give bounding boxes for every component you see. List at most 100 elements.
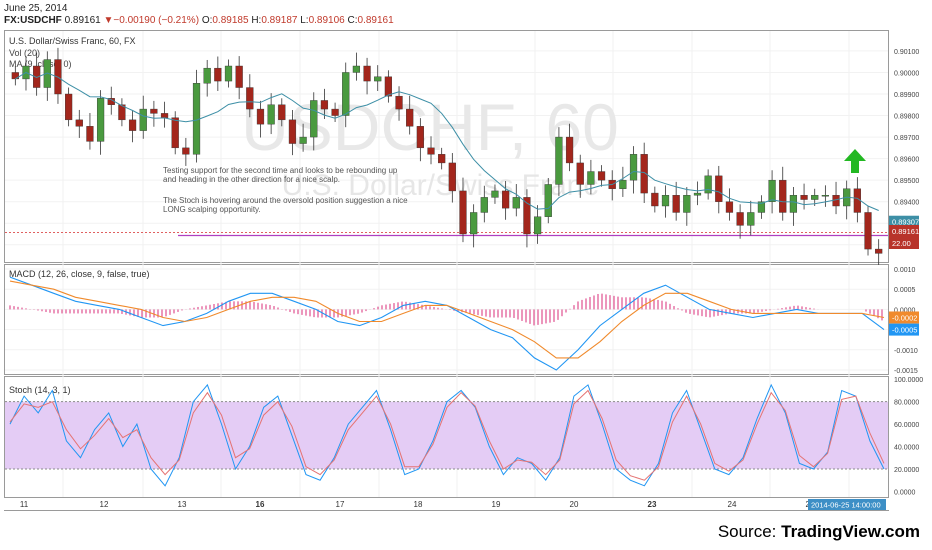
- candle-body: [651, 192, 659, 207]
- ma-label: MA (9, close, 0): [9, 59, 72, 69]
- candle-body: [661, 195, 670, 207]
- time-axis-label: 12: [100, 500, 109, 509]
- candle-body: [406, 108, 414, 127]
- candle-body: [33, 65, 41, 88]
- time-cursor-bg: [808, 499, 886, 510]
- candle-body: [821, 195, 829, 197]
- candle-body: [224, 65, 233, 82]
- candle-body: [416, 126, 424, 149]
- candle-body: [683, 195, 691, 213]
- time-axis-label: 20: [570, 500, 579, 509]
- note-1-line-2: and heading in the other direction for a…: [163, 175, 340, 184]
- candle-body: [480, 197, 488, 213]
- price-pane-title: U.S. Dollar/Swiss Franc, 60, FX: [9, 36, 136, 46]
- candle-body: [757, 201, 766, 213]
- note-2-line-2: LONG scalping opportunity.: [163, 205, 261, 214]
- time-axis-label: 17: [336, 500, 345, 509]
- candle-body: [182, 147, 190, 155]
- candle-body: [768, 179, 776, 202]
- candle-body: [715, 175, 723, 202]
- up-arrow-icon: [844, 149, 866, 173]
- macd-signal-line: [9, 280, 885, 359]
- candle-body: [278, 104, 286, 121]
- time-axis-label: 13: [178, 500, 187, 509]
- macd-pane-title: MACD (12, 26, close, 9, false, true): [9, 269, 150, 279]
- stoch-pane-frame: [4, 376, 889, 498]
- chart-date: June 25, 2014: [4, 3, 68, 14]
- candle-body: [128, 119, 137, 131]
- high-label: H:: [251, 15, 262, 26]
- candle-body: [672, 195, 680, 213]
- last-price-tag-bg: [889, 225, 919, 237]
- note-1-line-1: Testing support for the second time and …: [163, 166, 398, 175]
- price-tick-label: 0.90000: [894, 70, 919, 77]
- macd-signal-tag-text: -0.0002: [892, 313, 917, 322]
- source-credit: Source: TradingView.com: [718, 522, 920, 542]
- quote-line: FX:USDCHF 0.89161 ▼−0.00190 (−0.21%) O: 0…: [4, 15, 394, 26]
- candle-body: [491, 190, 499, 198]
- candle-body: [150, 108, 158, 114]
- candle-body: [75, 119, 83, 127]
- candle-body: [565, 136, 574, 164]
- price-pane-frame: [4, 30, 889, 263]
- macd-tick-label: 0.0010: [894, 267, 916, 274]
- stoch-tick-label: 20.0000: [894, 467, 919, 474]
- source-brand[interactable]: TradingView.com: [781, 522, 920, 541]
- close-label: C:: [347, 15, 358, 26]
- low-label: L:: [300, 15, 309, 26]
- volume-tag: 22.00: [889, 237, 919, 249]
- time-cursor-text: 2014-06-25 14:00:00: [811, 501, 881, 510]
- candle-body: [214, 67, 222, 82]
- candle-body: [160, 113, 169, 118]
- note-2-line-1: The Stoch is hovering around the oversol…: [163, 196, 408, 205]
- candle-body: [693, 192, 702, 196]
- candle-body: [725, 201, 734, 213]
- stoch-tick-label: 60.0000: [894, 422, 919, 429]
- time-axis-label: 24: [728, 500, 737, 509]
- candle-body: [875, 248, 883, 254]
- candle-body: [352, 65, 361, 73]
- price-tick-label: 0.89800: [894, 114, 919, 121]
- candle-body: [299, 136, 307, 144]
- candle-body: [779, 179, 787, 213]
- stoch-tick-label: 100.0000: [894, 377, 923, 384]
- macd-value-tag-bg: [889, 323, 919, 336]
- candle-body: [139, 108, 147, 131]
- time-axis-label: 19: [492, 500, 501, 509]
- stoch-tick-label: 40.0000: [894, 445, 919, 452]
- stoch-pane-title: Stoch (14, 3, 1): [9, 385, 71, 395]
- candle-body: [171, 117, 179, 149]
- symbol: FX:USDCHF: [4, 15, 62, 26]
- ma-price-tag: 0.89307: [889, 215, 919, 228]
- low-value: 0.89106: [308, 15, 345, 26]
- macd-value-tag: -0.0005: [889, 323, 919, 336]
- stoch-tick-label: 80.0000: [894, 400, 919, 407]
- candle-body: [342, 72, 350, 116]
- macd-pane-frame: [4, 264, 889, 375]
- price-tick-label: 0.89500: [894, 178, 919, 185]
- candle-body: [800, 195, 808, 200]
- candle-body: [704, 175, 712, 194]
- open-label: O:: [201, 15, 213, 26]
- candle-body: [310, 100, 318, 138]
- volume-tag-bg: [889, 237, 919, 249]
- stoch-tick-label: 0.0000: [894, 489, 916, 496]
- candle-body: [395, 95, 403, 110]
- close-value: 0.89161: [357, 15, 394, 26]
- candle-body: [235, 65, 243, 88]
- macd-value-tag-text: -0.0005: [892, 326, 917, 335]
- vol-label: Vol (20): [9, 48, 40, 58]
- price-tick-label: 0.90100: [894, 49, 919, 56]
- candle-body: [118, 104, 126, 121]
- candle-body: [65, 93, 73, 121]
- candle-body: [576, 162, 584, 185]
- candle-body: [789, 195, 798, 213]
- candle-body: [459, 190, 467, 235]
- candle-body: [374, 76, 382, 82]
- ma-price-tag-text: 0.89307: [892, 218, 919, 227]
- macd-signal-tag: -0.0002: [889, 311, 919, 324]
- price-change: ▼−0.00190 (−0.21%): [103, 15, 200, 26]
- volume-tag-text: 22.00: [892, 239, 911, 248]
- candle-body: [629, 154, 638, 181]
